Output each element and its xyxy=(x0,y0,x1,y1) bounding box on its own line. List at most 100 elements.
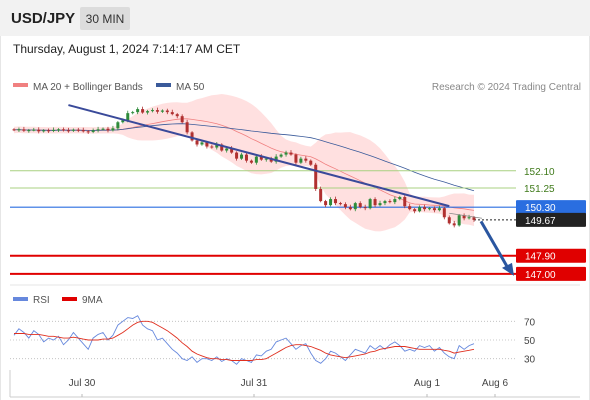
rsi-ma-legend-swatch xyxy=(62,297,77,301)
x-axis: Jul 30 Jul 31 Aug 1 Aug 6 xyxy=(69,378,509,397)
level-label-149.67: 149.67 xyxy=(525,216,556,227)
candle-body xyxy=(279,154,283,157)
candle-body xyxy=(101,128,105,130)
candle-body xyxy=(442,208,446,218)
rsi-legend-swatch xyxy=(13,297,28,301)
level-tag-150.30 xyxy=(516,200,586,215)
candle-body xyxy=(126,113,130,121)
candle-body xyxy=(200,142,204,145)
candle-body xyxy=(150,110,154,112)
candle-body xyxy=(343,204,347,208)
candle-body xyxy=(131,112,135,114)
level-label-150.30: 150.30 xyxy=(525,203,556,214)
candle-body xyxy=(121,120,125,123)
candle-body xyxy=(334,199,338,204)
candle-body xyxy=(457,215,461,226)
candle-body xyxy=(185,122,189,133)
candle-body xyxy=(447,217,451,224)
rsi-tick-label-50: 50 xyxy=(524,336,536,347)
candle-body xyxy=(146,111,150,113)
candle-body xyxy=(86,131,90,133)
candle-body xyxy=(299,158,303,163)
candle-body xyxy=(274,156,278,162)
candle-body xyxy=(388,201,392,203)
candle-body xyxy=(408,206,412,210)
level-tag-147.90 xyxy=(516,248,586,263)
candle-body xyxy=(136,109,140,113)
candle-body xyxy=(111,128,115,131)
candle-body xyxy=(210,146,214,148)
level-tag-149.67 xyxy=(516,212,586,227)
timeframe-button[interactable]: 30 MIN xyxy=(80,7,130,30)
candle-body xyxy=(22,129,26,131)
candle-body xyxy=(81,130,85,132)
candle-body xyxy=(423,207,427,210)
candle-body xyxy=(180,116,184,123)
price-plot-area: 152.10 151.25 150.30 149.67 147.90 147.00 xyxy=(10,94,586,281)
candle-body xyxy=(106,128,110,131)
ma20-legend-label: MA 20 + Bollinger Bands xyxy=(33,82,143,93)
candle-body xyxy=(165,110,169,113)
candle-body xyxy=(215,144,219,148)
candle-body xyxy=(249,160,253,163)
candle-body xyxy=(338,203,342,205)
candle-body xyxy=(116,122,120,129)
level-tag-147.00 xyxy=(516,266,586,281)
candle-body xyxy=(353,203,357,210)
x-tick-label-Jul 31: Jul 31 xyxy=(241,378,268,389)
ma50-legend-swatch xyxy=(156,83,171,87)
descending-trendline xyxy=(68,104,450,208)
candle-body xyxy=(195,140,199,145)
rsi-ma-legend-label: 9MA xyxy=(82,295,103,306)
candle-body xyxy=(12,129,16,131)
candle-body xyxy=(205,142,209,147)
candle-body xyxy=(383,201,387,204)
x-tick-label-Aug 1: Aug 1 xyxy=(414,378,441,389)
x-tick-label-Aug 6: Aug 6 xyxy=(482,378,509,389)
candle-body xyxy=(244,154,248,161)
candle-body xyxy=(319,188,323,202)
candle-body xyxy=(368,199,372,209)
candle-body xyxy=(96,129,100,131)
rsi-tick-label-70: 70 xyxy=(524,317,536,328)
level-label-151.25: 151.25 xyxy=(524,184,555,195)
candle-body xyxy=(235,152,239,159)
candle-body xyxy=(418,207,422,212)
candle-body xyxy=(170,112,174,115)
ma50-line xyxy=(13,123,475,192)
candle-body xyxy=(462,215,466,219)
candle-body xyxy=(393,199,397,203)
candle-body xyxy=(314,164,318,189)
candle-body xyxy=(264,158,268,160)
candle-body xyxy=(61,129,65,131)
top-bar: USD/JPY 30 MIN xyxy=(0,0,590,36)
candle-body xyxy=(160,110,164,112)
level-label-147.00: 147.00 xyxy=(525,270,556,281)
candle-body xyxy=(472,217,476,220)
candle-body xyxy=(91,130,95,132)
candle-body xyxy=(225,148,229,151)
candle-body xyxy=(37,129,41,132)
candle-body xyxy=(52,129,56,131)
candle-body xyxy=(437,208,441,211)
candle-body xyxy=(230,148,234,153)
chart-timestamp: Thursday, August 1, 2024 7:14:17 AM CET xyxy=(13,42,241,56)
projection-arrow xyxy=(479,220,511,271)
level-label-152.10: 152.10 xyxy=(524,167,555,178)
candle-body xyxy=(141,109,145,113)
candle-body xyxy=(17,129,21,131)
rsi-legend-label: RSI xyxy=(33,295,50,306)
candle-body xyxy=(309,160,313,165)
candle-body xyxy=(190,132,194,141)
rsi-series-RSI xyxy=(13,315,475,365)
x-tick-label-Jul 30: Jul 30 xyxy=(69,378,96,389)
projection-arrowhead xyxy=(502,262,514,276)
candle-body xyxy=(284,152,288,155)
trendline-extension xyxy=(449,212,483,219)
copyright-label: Research © 2024 Trading Central xyxy=(432,82,581,93)
candle-body xyxy=(71,129,75,131)
candle-body xyxy=(348,207,352,210)
candle-body xyxy=(57,129,61,131)
candle-body xyxy=(76,129,80,131)
